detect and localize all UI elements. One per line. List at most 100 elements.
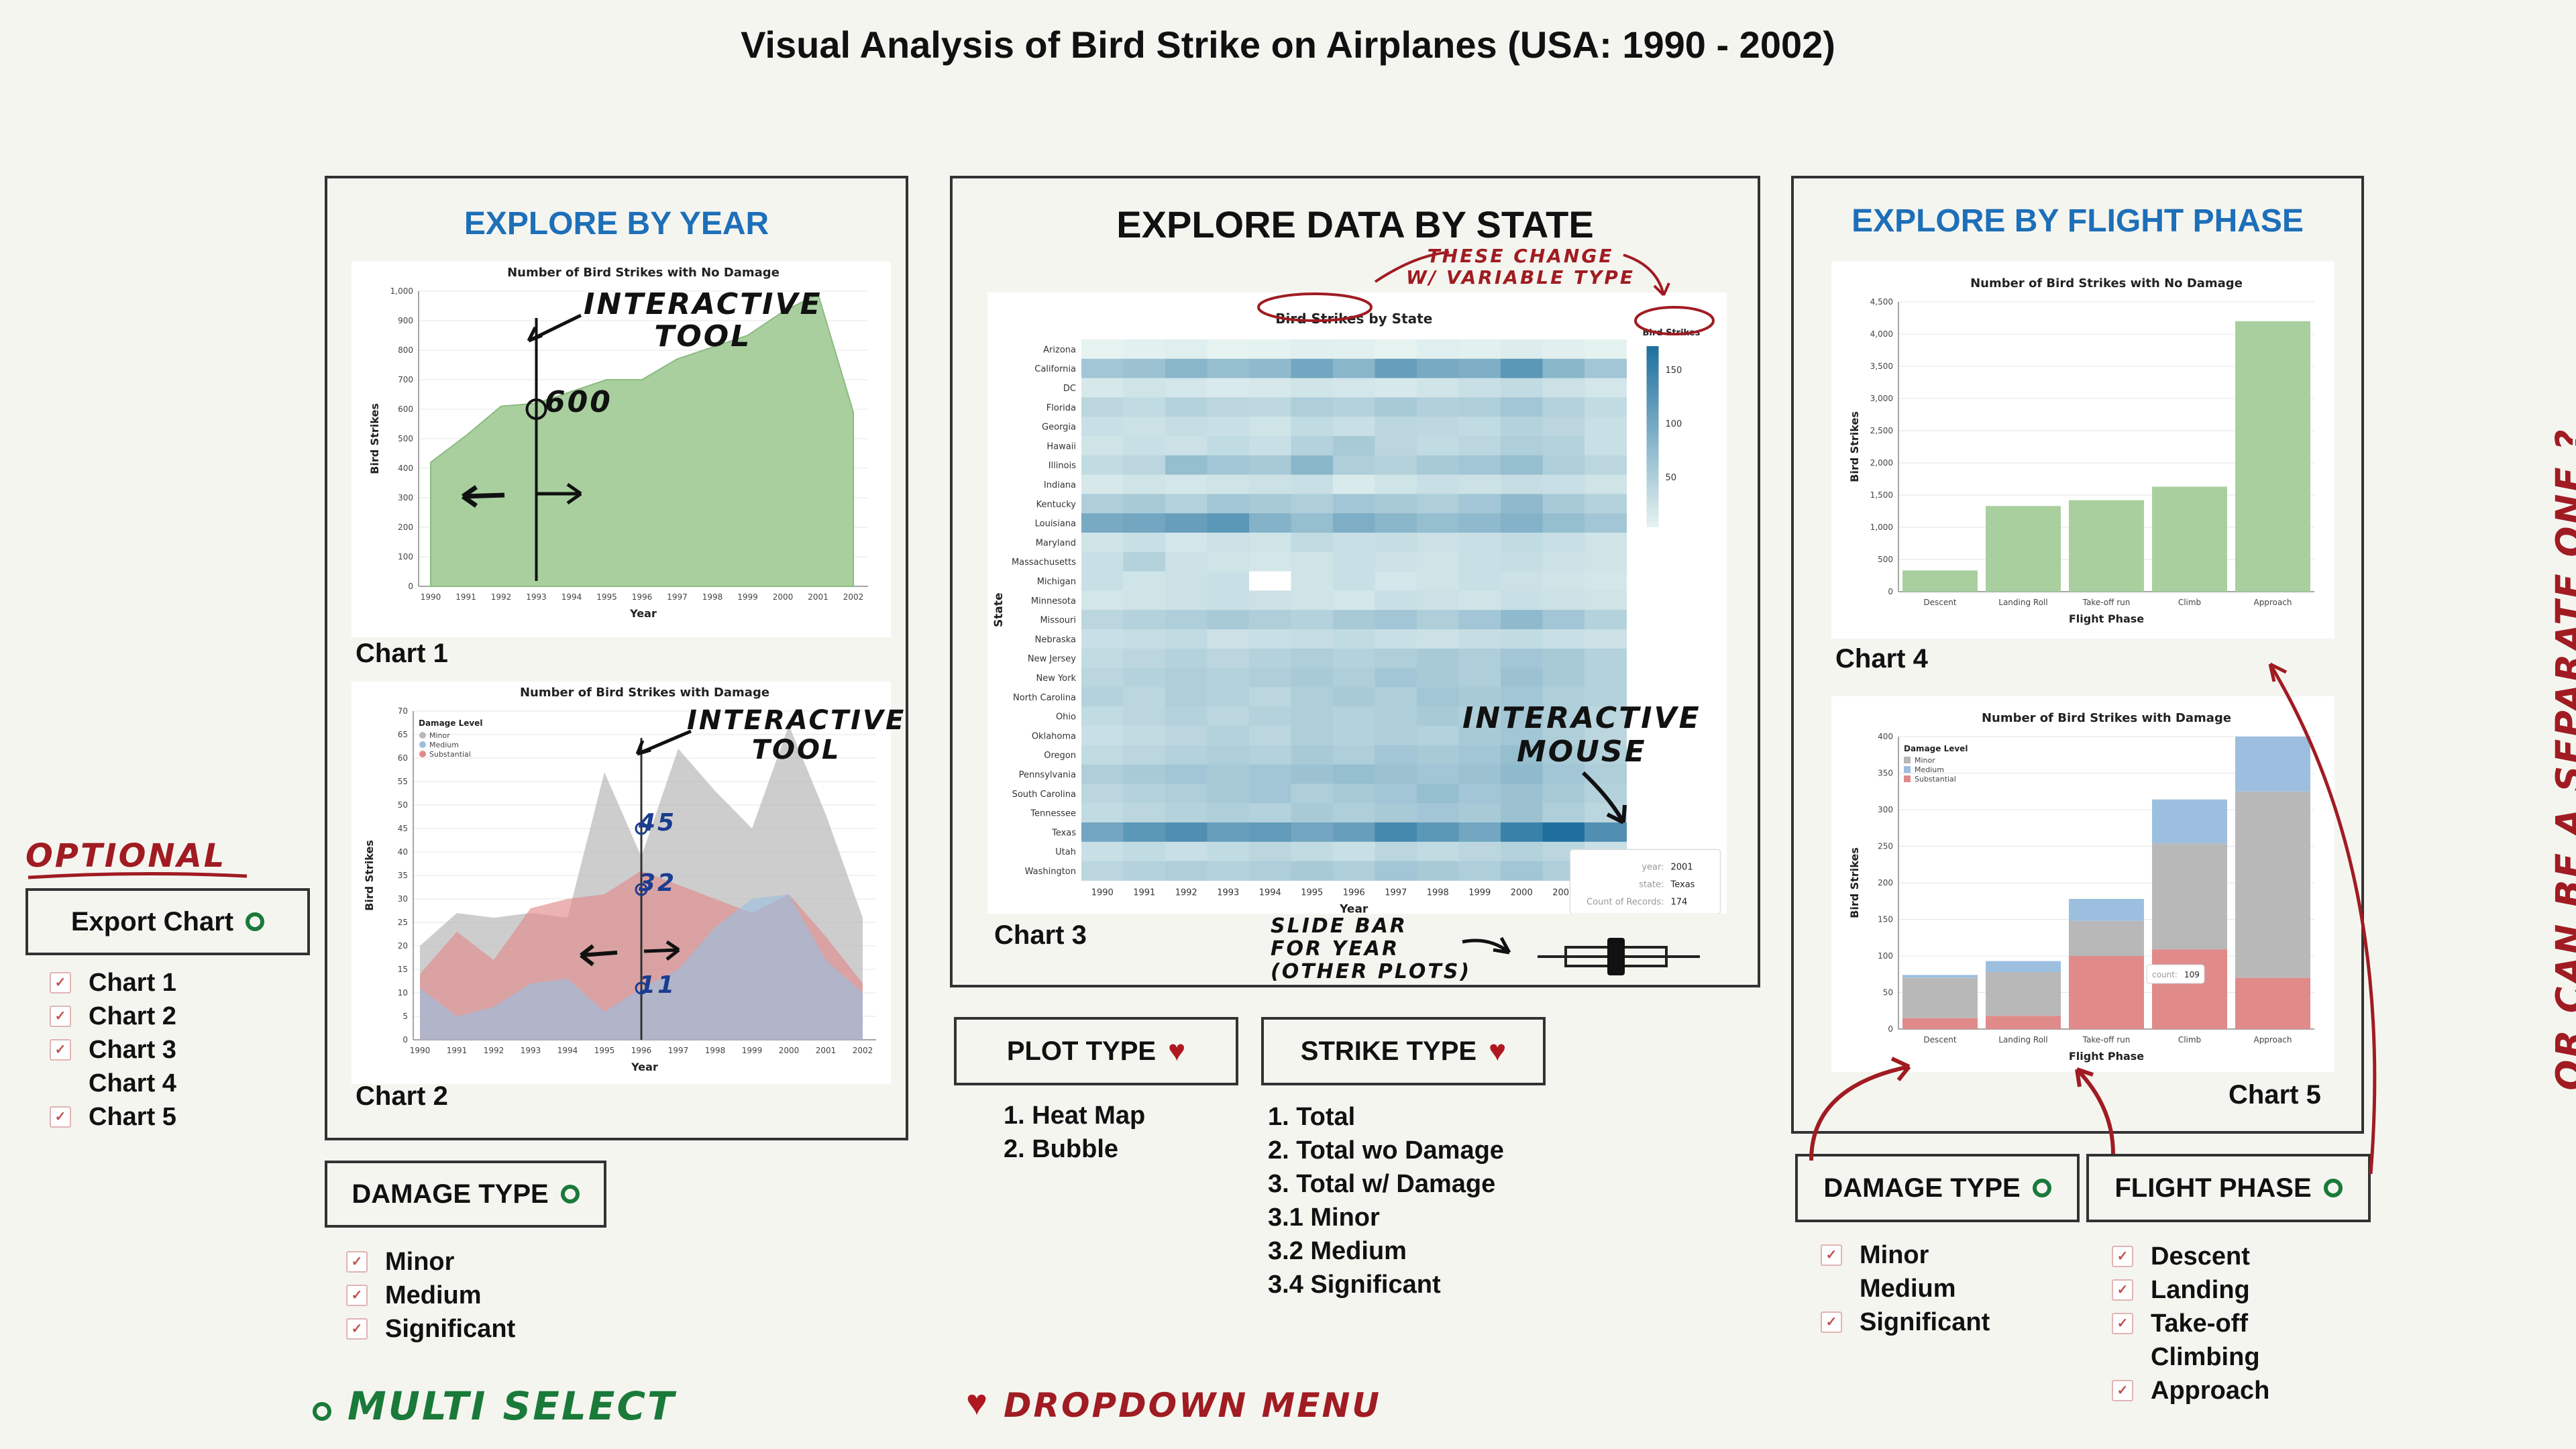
legend-tick-label: 100 xyxy=(1666,419,1682,429)
checkbox[interactable]: ✓ xyxy=(1821,1244,1842,1266)
strike-type-option[interactable]: 3.1 Minor xyxy=(1268,1203,1380,1232)
legend-label: Medium xyxy=(1915,765,1944,774)
checkbox[interactable]: ✓ xyxy=(50,1106,71,1128)
checkbox[interactable]: ✓ xyxy=(1821,1311,1842,1333)
damage-type-label: DAMAGE TYPE xyxy=(1823,1173,2021,1203)
checkbox[interactable]: ✓ xyxy=(50,1006,71,1027)
strike-type-option[interactable]: 3. Total w/ Damage xyxy=(1268,1170,1496,1198)
strike-type-option[interactable]: 2. Total wo Damage xyxy=(1268,1136,1504,1165)
heatmap-cell xyxy=(1501,610,1543,630)
chart5-svg[interactable]: Number of Bird Strikes with Damage 0 50 100… xyxy=(1831,696,2334,1072)
heatmap-cell xyxy=(1501,397,1543,417)
checkbox[interactable]: ✓ xyxy=(2112,1246,2133,1267)
checkbox[interactable]: ✓ xyxy=(50,972,71,994)
export-item-chart2[interactable]: ✓ Chart 2 xyxy=(50,1000,176,1033)
chart1-svg[interactable]: Number of Bird Strikes with No Damage 0 10… xyxy=(352,262,891,637)
damage-type-selector-left[interactable]: DAMAGE TYPE xyxy=(325,1161,606,1228)
heatmap-cell xyxy=(1333,706,1375,727)
heatmap-cell xyxy=(1207,494,1250,514)
heatmap-cell xyxy=(1585,648,1627,669)
damage-item-medium[interactable]: ✓Medium xyxy=(346,1279,515,1312)
legend-label: Minor xyxy=(429,731,450,740)
heatmap-cell xyxy=(1123,648,1166,669)
heatmap-cell xyxy=(1207,610,1250,630)
heatmap-cell xyxy=(1333,436,1375,456)
heatmap-cell xyxy=(1207,339,1250,360)
chart4-frame[interactable]: Number of Bird Strikes with No Damage 0 50… xyxy=(1831,262,2334,639)
chart4-svg[interactable]: Number of Bird Strikes with No Damage 0 50… xyxy=(1831,262,2334,639)
heatmap-cell xyxy=(1585,494,1627,514)
heatmap-cell xyxy=(1207,571,1250,591)
export-item-chart5[interactable]: ✓ Chart 5 xyxy=(50,1100,176,1134)
annotation-line: TOOL xyxy=(654,319,752,354)
strike-type-dropdown[interactable]: STRIKE TYPE ♥ xyxy=(1261,1017,1546,1085)
chart5-frame[interactable]: Number of Bird Strikes with Damage 0 50 100… xyxy=(1831,696,2334,1072)
heatmap-cell xyxy=(1375,706,1417,727)
strike-type-option[interactable]: 3.4 Significant xyxy=(1268,1271,1441,1299)
y-tick-label: 700 xyxy=(398,375,413,384)
damage-item-significant[interactable]: ✓ Significant xyxy=(346,1312,515,1346)
y-tick-label: 1,000 xyxy=(390,286,413,296)
chart1-frame[interactable]: Number of Bird Strikes with No Damage 0 10… xyxy=(352,262,891,637)
checkbox[interactable]: ✓ xyxy=(2112,1279,2133,1301)
plot-type-dropdown[interactable]: PLOT TYPE ♥ xyxy=(954,1017,1238,1085)
chart3-svg[interactable]: Bird Strikes by State Arizona California DC… xyxy=(987,292,1727,916)
heatmap-cell xyxy=(1542,397,1585,417)
heatmap-cell xyxy=(1123,687,1166,707)
bar-climb xyxy=(2152,486,2227,592)
heatmap-cell xyxy=(1333,687,1375,707)
chart2-frame[interactable]: Number of Bird Strikes with Damage 0 5 10 15… xyxy=(352,682,891,1084)
heatmap-cell xyxy=(1458,764,1501,784)
heatmap-cell xyxy=(1123,610,1166,630)
checkbox[interactable]: ✓ xyxy=(346,1251,368,1273)
checkbox[interactable]: ✓ xyxy=(2112,1313,2133,1334)
damage-item-significant[interactable]: ✓ Significant xyxy=(1821,1305,1990,1339)
heatmap-cell xyxy=(1207,436,1250,456)
export-item-chart1[interactable]: ✓ Chart 1 xyxy=(50,966,176,1000)
export-item-chart3[interactable]: ✓ Chart 3 xyxy=(50,1033,176,1067)
heatmap-cell xyxy=(1585,629,1627,649)
chart3-frame[interactable]: Bird Strikes by State Arizona California DC… xyxy=(987,292,1727,916)
flight-phase-selector[interactable]: FLIGHT PHASE xyxy=(2086,1154,2371,1222)
x-tick-label: 1998 xyxy=(702,592,723,602)
plot-type-option[interactable]: 2. Bubble xyxy=(1004,1135,1119,1163)
checkbox[interactable]: ✓ xyxy=(2112,1380,2133,1401)
variable-type-annotation: THESE CHANGE W/ VARIABLE TYPE xyxy=(1406,246,1635,288)
phase-item-climbing[interactable]: ✓Climbing xyxy=(2112,1340,2269,1374)
checkbox[interactable]: ✓ xyxy=(346,1318,368,1340)
heatmap-cell xyxy=(1458,474,1501,494)
annotation-line: FOR YEAR xyxy=(1271,937,1400,961)
strike-type-option[interactable]: 3.2 Medium xyxy=(1268,1237,1407,1265)
y-tick-label: 350 xyxy=(1878,769,1893,778)
heatmap-cell xyxy=(1417,803,1459,823)
pointer-arrow xyxy=(527,313,582,343)
damage-item-medium[interactable]: ✓Medium xyxy=(1821,1272,1990,1305)
export-item-chart4[interactable]: ✓Chart 4 xyxy=(50,1067,176,1100)
strike-type-option[interactable]: 1. Total xyxy=(1268,1103,1356,1131)
checkbox[interactable]: ✓ xyxy=(50,1039,71,1061)
phase-item-approach[interactable]: ✓ Approach xyxy=(2112,1374,2269,1407)
heatmap-cell xyxy=(1501,687,1543,707)
heatmap-cell xyxy=(1417,822,1459,843)
phase-item-descent[interactable]: ✓ Descent xyxy=(2112,1240,2269,1273)
phase-item-landing[interactable]: ✓ Landing xyxy=(2112,1273,2269,1307)
heatmap-cell xyxy=(1249,494,1291,514)
damage-type-selector-right[interactable]: DAMAGE TYPE xyxy=(1795,1154,2080,1222)
damage-item-minor[interactable]: ✓ Minor xyxy=(1821,1238,1990,1272)
damage-item-minor[interactable]: ✓ Minor xyxy=(346,1245,515,1279)
value-45-annotation: 45 xyxy=(639,809,677,837)
export-chart-button[interactable]: Export Chart xyxy=(25,888,310,955)
curved-arrow xyxy=(2268,662,2377,1175)
checkbox[interactable]: ✓ xyxy=(346,1285,368,1306)
chart2-svg[interactable]: Number of Bird Strikes with Damage 0 5 10 15… xyxy=(352,682,891,1084)
year-slide-bar[interactable] xyxy=(1532,932,1707,979)
plot-type-option[interactable]: 1. Heat Map xyxy=(1004,1102,1146,1130)
y-tick-label: 65 xyxy=(398,730,408,739)
phase-item-takeoff[interactable]: ✓ Take-off xyxy=(2112,1307,2269,1340)
heatmap-cell xyxy=(1291,726,1334,746)
heatmap-cell xyxy=(1375,358,1417,379)
heatmap-cell xyxy=(1333,551,1375,572)
y-tick-label: Oklahoma xyxy=(1032,731,1076,741)
heatmap-cell xyxy=(1585,378,1627,398)
